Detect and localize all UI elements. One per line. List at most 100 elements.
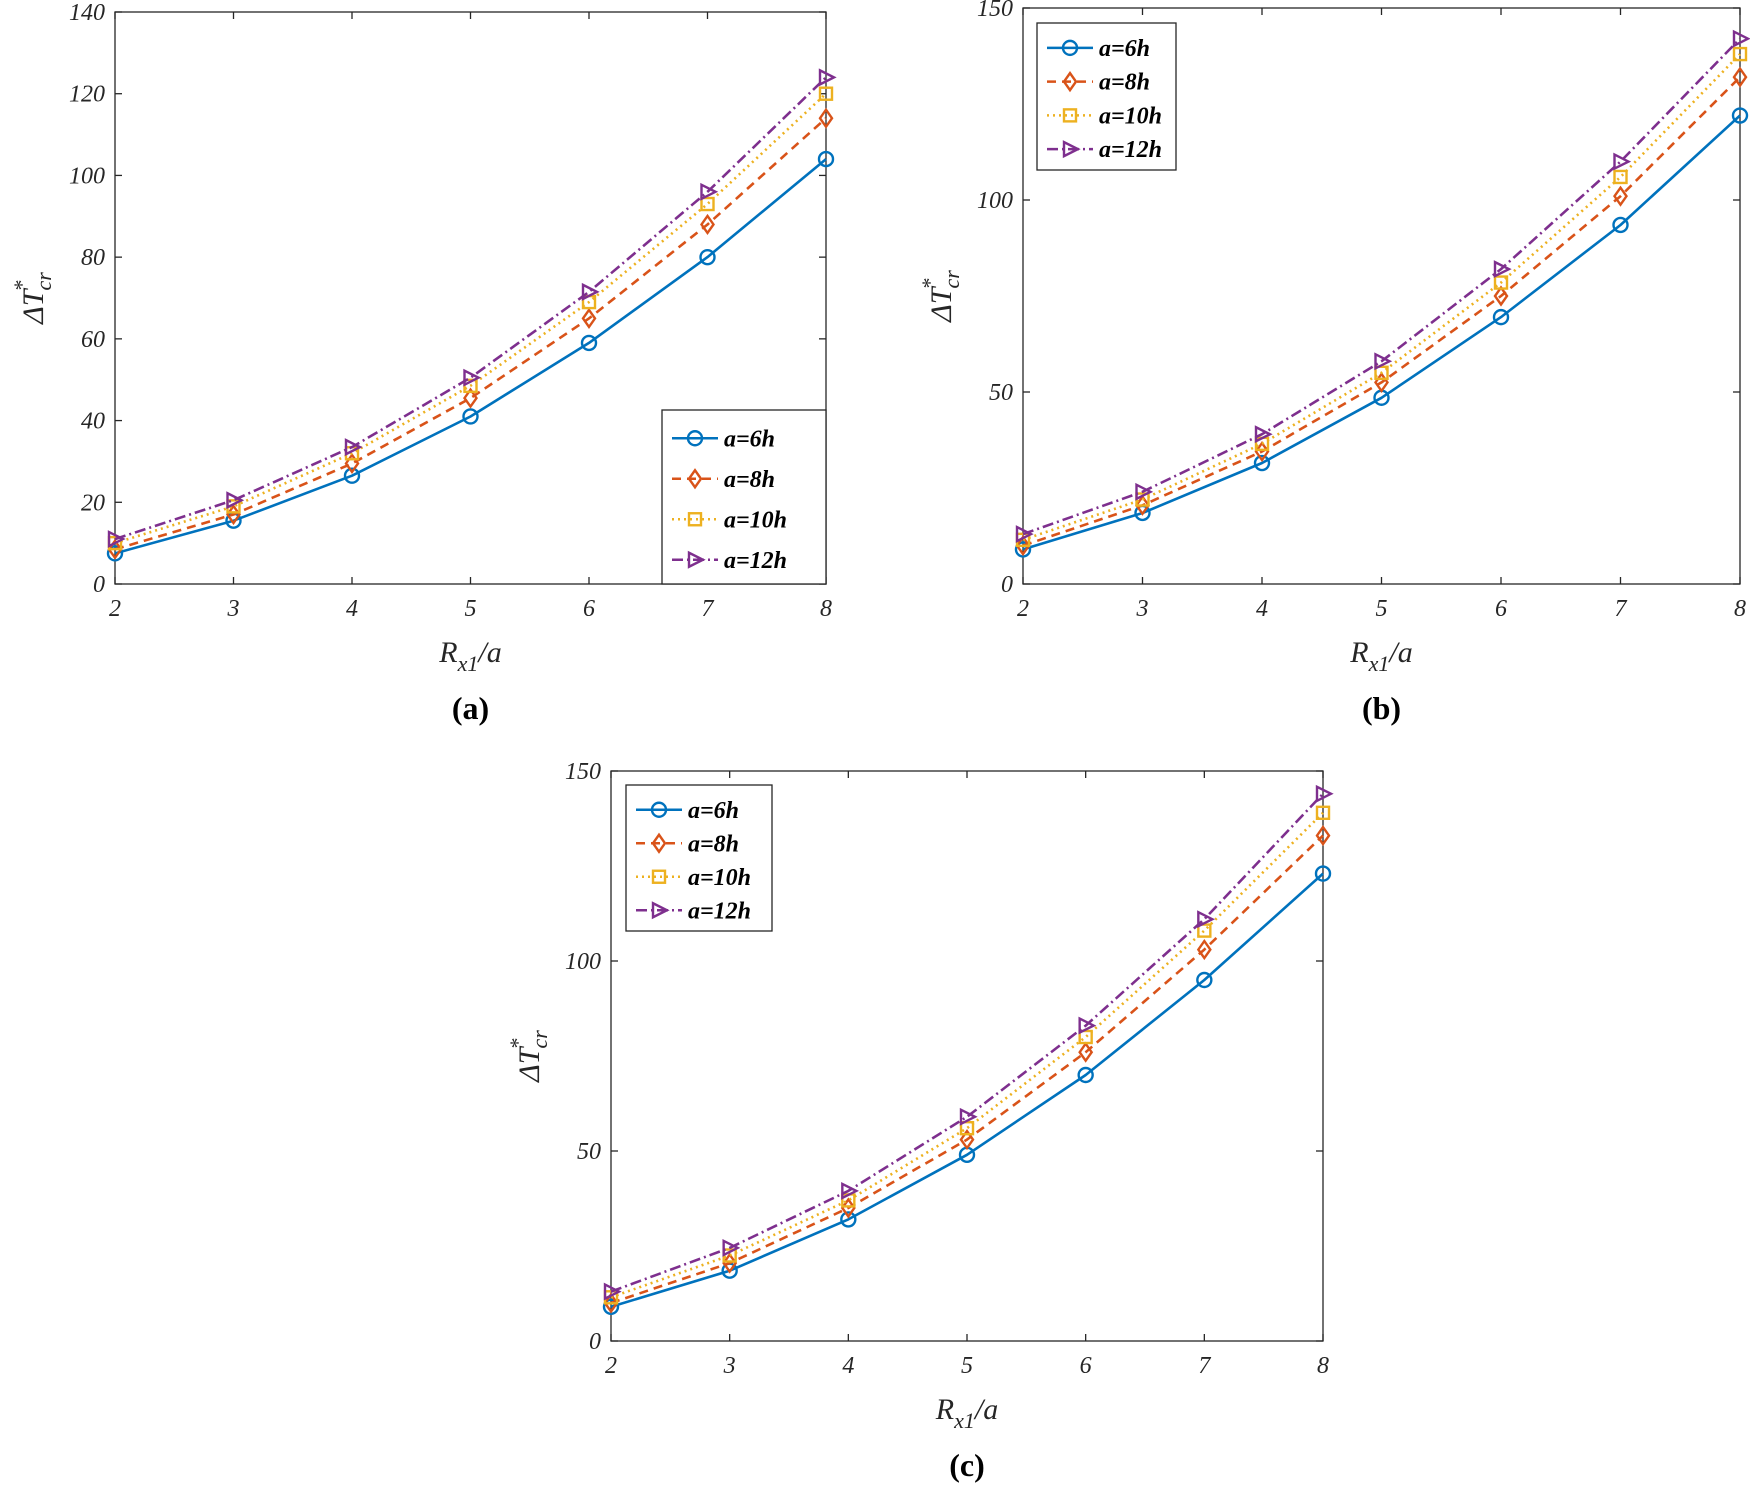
x-tick-label: 5 — [1376, 596, 1388, 622]
data-point — [1197, 923, 1212, 938]
legend: a=6h a=8h a=10h a=12h — [1036, 22, 1177, 171]
data-point — [344, 452, 360, 475]
data-point — [343, 467, 361, 484]
legend-marker — [687, 512, 703, 527]
data-point — [226, 491, 245, 510]
chart-panel-a: 2 3 4 5 6 7 8020406080100120140Rx1/aΔT*cra=6ha… — [9, 0, 837, 726]
data-point — [462, 408, 479, 425]
data-point — [1732, 66, 1748, 88]
data-point — [840, 1211, 857, 1228]
x-tick-label: 8 — [1734, 596, 1746, 622]
data-point — [959, 1120, 975, 1136]
y-axis-label: ΔT*cr — [505, 1030, 552, 1083]
legend-label: a=8h — [724, 467, 775, 493]
data-point — [1078, 1041, 1094, 1063]
data-point — [700, 213, 715, 236]
data-point — [107, 530, 126, 548]
data-point — [1612, 216, 1629, 234]
legend-label: a=12h — [724, 548, 787, 574]
data-point — [1613, 152, 1632, 171]
y-tick-label: 0 — [589, 1329, 601, 1355]
data-point — [463, 387, 478, 409]
legend-label: a=6h — [724, 426, 775, 452]
legend-marker — [650, 801, 668, 818]
legend-label: a=10h — [724, 507, 787, 533]
data-point — [106, 545, 124, 562]
y-tick-label: 20 — [81, 490, 105, 516]
x-tick-label: 7 — [702, 596, 715, 622]
panel-label: (a) — [452, 690, 489, 726]
legend-marker — [651, 832, 667, 854]
data-point — [1731, 107, 1749, 124]
x-tick-label: 6 — [1495, 596, 1507, 622]
data-point — [840, 1197, 856, 1219]
data-point — [1196, 939, 1212, 961]
data-point — [1077, 1066, 1094, 1084]
data-point — [602, 1298, 620, 1316]
data-point — [1196, 971, 1213, 989]
y-tick-label: 50 — [577, 1139, 601, 1165]
data-point — [1493, 285, 1509, 307]
y-axis-label: ΔT*cr — [9, 272, 56, 325]
y-axis-label: ΔT*cr — [917, 270, 964, 323]
legend-marker — [687, 550, 706, 569]
data-point — [603, 1282, 622, 1301]
y-tick-label: 100 — [69, 163, 105, 189]
x-tick-label: 7 — [1198, 1353, 1211, 1379]
y-tick-label: 100 — [565, 949, 601, 975]
data-point — [722, 1238, 741, 1257]
data-point — [1374, 352, 1393, 371]
data-point — [817, 150, 835, 168]
x-axis-label: Rx1/a — [935, 1393, 998, 1433]
data-point — [700, 196, 715, 212]
panel-label: (c) — [949, 1447, 985, 1483]
y-tick-label: 40 — [81, 409, 105, 435]
x-tick-label: 7 — [1615, 596, 1628, 622]
series-line-a-10h — [1022, 53, 1741, 542]
data-point — [699, 248, 716, 266]
data-point — [1613, 185, 1628, 207]
x-tick-label: 5 — [961, 1353, 973, 1379]
data-point — [1493, 275, 1509, 290]
x-tick-label: 4 — [1256, 596, 1268, 622]
y-tick-label: 150 — [977, 0, 1013, 22]
legend-label: a=10h — [1099, 103, 1162, 129]
data-point — [1613, 169, 1628, 185]
y-tick-label: 150 — [565, 759, 601, 785]
x-tick-label: 2 — [1017, 596, 1029, 622]
chart-panel-b: 2 3 4 5 6 7 8050100150Rx1/aΔT*cra=6ha=8ha=10ha… — [917, 0, 1750, 726]
data-point — [1253, 454, 1271, 472]
data-point — [841, 1181, 860, 1200]
data-point — [959, 1129, 975, 1151]
data-point — [344, 438, 363, 457]
data-point — [581, 307, 597, 330]
legend-label: a=10h — [688, 865, 751, 891]
legend: a=6h a=8h a=10h a=12h — [625, 784, 773, 932]
series-line-a-10h — [114, 92, 827, 545]
data-point — [818, 107, 834, 129]
data-point — [1135, 494, 1150, 516]
legend-marker — [1062, 140, 1081, 159]
data-point — [1315, 805, 1331, 820]
x-axis-label: Rx1/a — [438, 636, 501, 676]
x-tick-label: 3 — [1136, 596, 1149, 622]
series-line-a-12h — [114, 76, 827, 541]
data-point — [818, 68, 837, 87]
y-tick-label: 0 — [1001, 572, 1013, 598]
data-point — [1732, 29, 1750, 48]
x-tick-label: 8 — [1317, 1353, 1329, 1379]
x-tick-label: 3 — [227, 596, 240, 622]
data-point — [1015, 535, 1031, 557]
data-point — [580, 334, 598, 352]
data-point — [1732, 46, 1748, 62]
data-point — [1197, 910, 1216, 929]
data-point — [581, 282, 600, 301]
data-point — [1078, 1029, 1093, 1045]
legend-label: a=12h — [688, 898, 751, 924]
y-tick-label: 50 — [989, 380, 1013, 406]
panel-label: (b) — [1362, 690, 1401, 726]
legend-marker — [651, 901, 670, 920]
legend: a=6h a=8h a=10h a=12h — [661, 409, 827, 585]
data-point — [1135, 482, 1154, 501]
